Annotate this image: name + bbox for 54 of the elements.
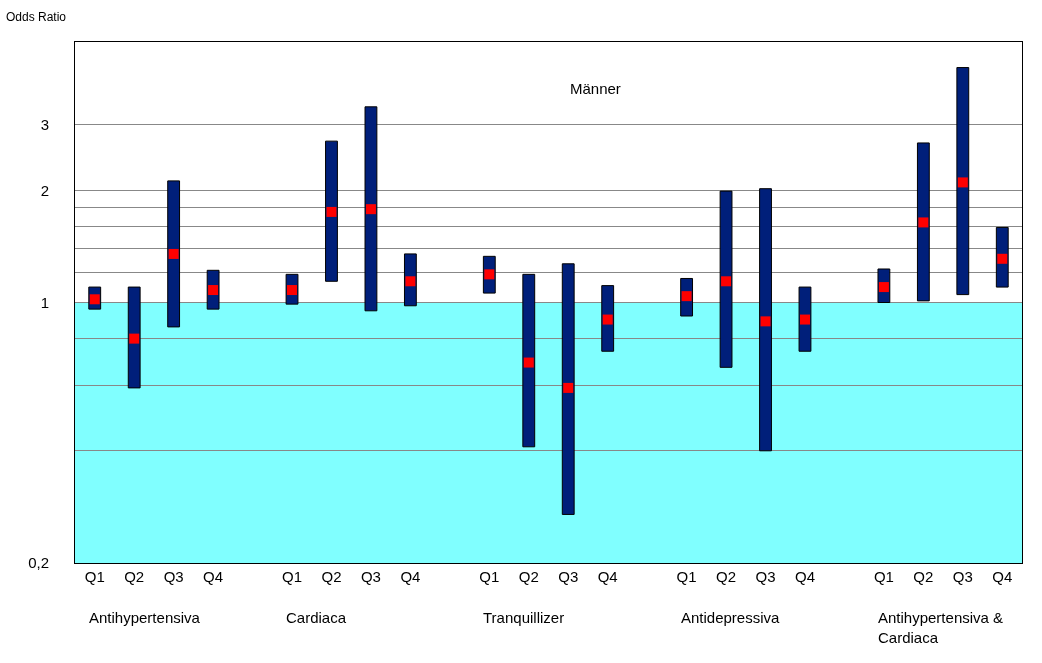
point <box>602 314 613 325</box>
x-tick-label: Q2 <box>321 568 342 585</box>
x-tick-label: Q4 <box>992 568 1013 585</box>
point <box>326 206 337 217</box>
bar <box>325 140 338 282</box>
x-tick-label: Q4 <box>400 568 421 585</box>
x-tick-label: Q1 <box>84 568 105 585</box>
x-tick-label: Q4 <box>203 568 224 585</box>
point <box>918 217 929 228</box>
point <box>405 276 416 287</box>
text: Antihypertensiva & Cardiaca <box>878 609 1004 646</box>
x-tick-label: Q4 <box>794 568 815 585</box>
annotation: Männer <box>570 80 621 97</box>
x-tick-label: Q2 <box>124 568 145 585</box>
bar <box>127 286 141 389</box>
bar <box>956 67 970 296</box>
bar <box>364 106 378 312</box>
x-tick-label: Q2 <box>518 568 539 585</box>
point <box>523 357 534 368</box>
x-tick-label: Q3 <box>952 568 973 585</box>
bar <box>719 190 733 368</box>
x-tick-label: Q3 <box>163 568 184 585</box>
x-tick-label: Q1 <box>479 568 500 585</box>
y-tick-label: 2 <box>40 181 49 199</box>
x-tick-label: Q1 <box>282 568 303 585</box>
text: Antidepressiva <box>681 609 781 626</box>
y-tick-label: 0,2 <box>28 554 49 572</box>
point <box>563 382 574 393</box>
point <box>168 248 179 259</box>
bar <box>759 188 772 452</box>
text: Tranquillizer <box>483 609 565 626</box>
y-axis-title: Odds Ratio <box>6 10 67 24</box>
bar <box>561 263 575 515</box>
bar <box>167 180 181 328</box>
bar <box>916 142 930 302</box>
bar <box>522 273 536 448</box>
point <box>129 333 140 344</box>
x-tick-label: Q3 <box>558 568 579 585</box>
point <box>760 316 771 327</box>
text: Cardiaca <box>286 609 347 626</box>
x-tick-label: Q3 <box>360 568 381 585</box>
x-tick-label: Q1 <box>676 568 697 585</box>
point <box>721 276 732 287</box>
x-tick-label: Q4 <box>597 568 618 585</box>
x-tick-label: Q2 <box>716 568 737 585</box>
point <box>365 204 376 215</box>
y-tick-label: 3 <box>40 115 49 133</box>
point <box>997 253 1008 264</box>
text: Antihypertensiva <box>89 609 201 626</box>
x-tick-label: Q3 <box>755 568 776 585</box>
x-tick-label: Q1 <box>873 568 894 585</box>
x-tick-label: Q2 <box>913 568 934 585</box>
y-tick-label: 1 <box>40 293 49 311</box>
point <box>957 177 968 188</box>
